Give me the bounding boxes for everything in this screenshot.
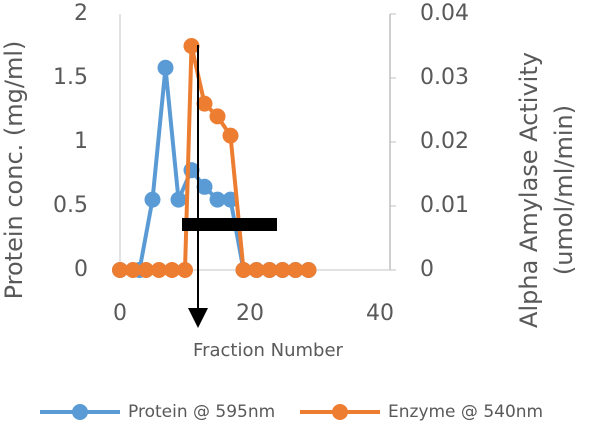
legend-marker [332, 404, 348, 420]
data-point [157, 59, 174, 76]
y2-tick-label: 0 [420, 257, 434, 282]
data-point [151, 262, 167, 278]
y2-tick-label: 0.02 [420, 129, 469, 154]
x-tick-label: 0 [113, 301, 127, 326]
data-point [222, 127, 239, 144]
data-point [196, 178, 213, 195]
x-tick-label: 40 [366, 301, 394, 326]
data-point [248, 262, 265, 278]
data-point [261, 262, 278, 278]
data-point [196, 95, 213, 112]
x-tick-label: 20 [236, 301, 264, 326]
legend-label: Enzyme @ 540nm [388, 402, 543, 422]
y2-axis-title: (umol/ml/min) [550, 105, 578, 275]
data-point [177, 262, 193, 278]
data-point [287, 262, 304, 278]
y-tick-label: 1.5 [53, 65, 88, 90]
data-point [170, 191, 187, 208]
data-point [164, 262, 180, 278]
y-tick-label: 1 [74, 129, 88, 154]
y-axis-title: Protein conc. (mg/ml) [0, 41, 28, 300]
data-point [144, 191, 161, 208]
plot-area [112, 13, 396, 278]
y-tick-label: 0.5 [53, 193, 88, 218]
y2-tick-label: 0.03 [420, 65, 469, 90]
series-line [120, 45, 309, 272]
y-tick-label: 0 [74, 257, 88, 282]
data-point [209, 191, 226, 208]
annotation-arrowhead [188, 308, 208, 328]
data-point [138, 262, 154, 278]
data-point [235, 262, 252, 278]
data-point [300, 262, 317, 278]
y2-axis-title: Alpha Amylase Activity [515, 52, 543, 328]
y2-tick-label: 0.04 [420, 1, 469, 26]
legend-label: Protein @ 595nm [128, 402, 275, 422]
data-point [125, 262, 141, 278]
data-point [209, 108, 226, 125]
legend-marker [72, 404, 88, 420]
data-point [112, 262, 128, 278]
x-axis-title: Fraction Number [193, 340, 343, 361]
series-line [120, 67, 309, 272]
data-point [274, 262, 291, 278]
annotation-bar [182, 218, 277, 231]
data-point [183, 38, 200, 54]
y2-tick-label: 0.01 [420, 193, 469, 218]
y-tick-label: 2 [74, 1, 88, 26]
